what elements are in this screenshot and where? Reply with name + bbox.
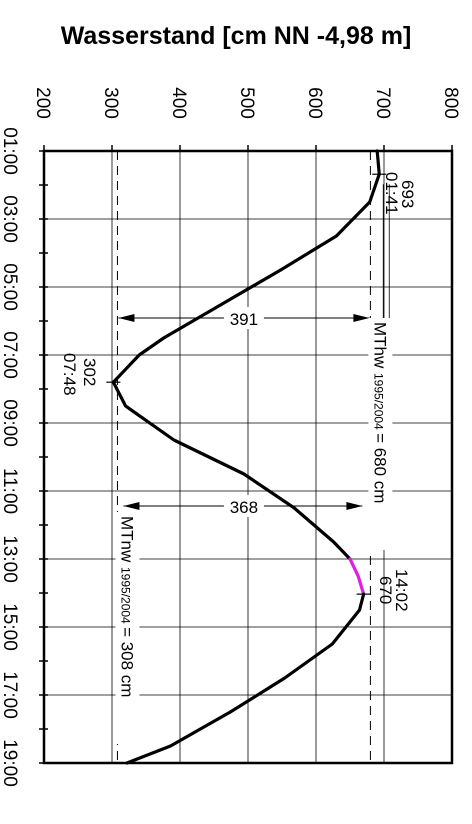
rise-range-arrow-head-right — [346, 502, 363, 510]
time-tick-label: 05:00 — [0, 263, 20, 311]
value-tick-label: 700 — [372, 87, 393, 119]
mtnw-label-value: = 308 cm — [117, 627, 136, 697]
low-time-label: 07:48 — [60, 353, 79, 396]
axis-tick-labels: 200 300 400 500 600 700 800 01:00 03:00 05:00 07:0… — [0, 87, 461, 787]
mtnw-label-main: MTnw — [117, 516, 136, 567]
reference-lines — [116, 151, 371, 763]
time-tick-label: 01:00 — [0, 127, 20, 175]
value-tick-label: 200 — [32, 87, 53, 119]
time-tick-label: 17:00 — [0, 671, 20, 719]
series-line-1 — [348, 557, 366, 596]
high1-value-label: 693 — [398, 180, 417, 208]
series-line-0 — [111, 149, 381, 561]
mthw-label-period: 1995/2004 — [371, 373, 385, 433]
mtnw-label-bg — [115, 512, 140, 744]
fall-range-label-bg — [223, 307, 264, 329]
value-tick-label: 400 — [168, 87, 189, 119]
chart-title: Wasserstand [cm NN -4,98 m] — [60, 22, 412, 50]
mthw-label: MThw 1995/2004 = 680 cm — [370, 322, 389, 503]
time-tick-label: 15:00 — [0, 603, 20, 651]
mthw-label-main: MThw — [370, 322, 389, 373]
rise-range-label: 368 — [230, 498, 258, 517]
time-tick-label: 09:00 — [0, 399, 20, 447]
axis-ticks — [39, 145, 453, 764]
value-tick-label: 800 — [440, 87, 461, 119]
series-line-2 — [125, 592, 366, 765]
low-value-label: 302 — [80, 358, 99, 386]
high1-time-label: 01:41 — [382, 172, 401, 215]
time-tick-label: 11:00 — [0, 468, 20, 514]
time-tick-label: 13:00 — [0, 535, 20, 583]
high2-value-label: 670 — [376, 576, 395, 604]
time-tick-label: 07:00 — [0, 331, 20, 379]
fall-range-label: 391 — [230, 310, 258, 329]
rise-range-arrow-head-left — [123, 502, 140, 510]
value-tick-label: 500 — [236, 87, 257, 119]
time-tick-label: 03:00 — [0, 195, 20, 243]
mthw-label-bg — [368, 318, 393, 550]
mthw-label-value: = 680 cm — [370, 433, 389, 503]
plot-area — [111, 149, 381, 765]
high2-time-label: 14:02 — [392, 569, 411, 612]
fall-range-arrow-head-right — [353, 314, 370, 322]
mtnw-label: MTnw 1995/2004 = 308 cm — [117, 516, 136, 697]
mtnw-label-period: 1995/2004 — [118, 567, 132, 627]
rise-range-label-bg — [223, 495, 264, 517]
value-tick-label: 600 — [304, 87, 325, 119]
time-tick-label: 19:00 — [0, 739, 20, 787]
value-tick-label: 300 — [100, 87, 121, 119]
fall-range-arrow-head-left — [118, 314, 135, 322]
